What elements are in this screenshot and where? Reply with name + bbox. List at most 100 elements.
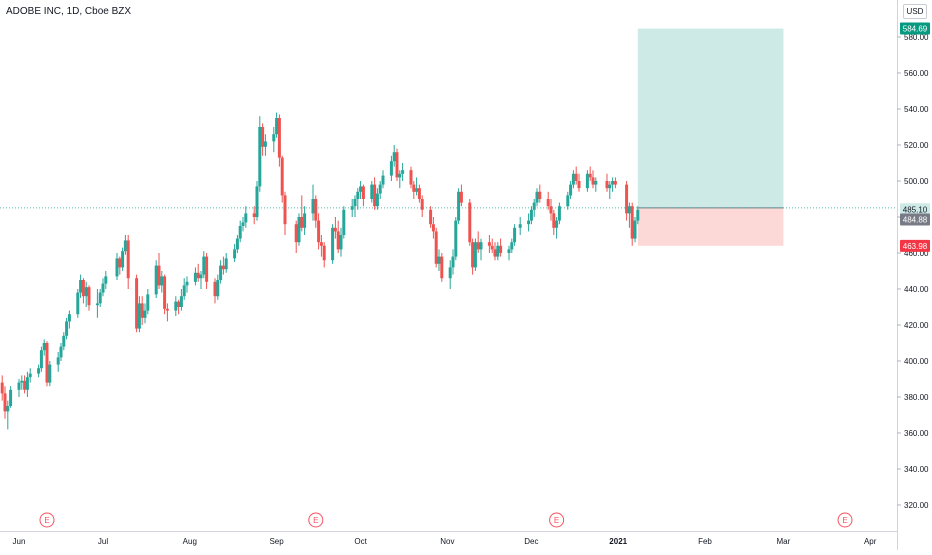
candle xyxy=(9,386,13,408)
candle xyxy=(636,206,640,225)
candle xyxy=(585,170,589,192)
candle-body xyxy=(493,249,497,257)
candle xyxy=(179,289,183,311)
earnings-icon xyxy=(39,512,55,528)
candle-body xyxy=(163,276,167,309)
candle-body xyxy=(437,256,441,264)
candle-body xyxy=(532,202,536,210)
candle-body xyxy=(496,245,500,257)
candle-body xyxy=(471,242,475,268)
candle-body xyxy=(476,242,480,250)
time-tick-label: Apr xyxy=(864,537,877,546)
entry-badge-label: 485.10 xyxy=(903,205,928,214)
candle-body xyxy=(401,170,405,174)
candle-body xyxy=(300,217,304,228)
candle-body xyxy=(199,274,203,279)
candle xyxy=(359,181,363,199)
time-tick-label: Mar xyxy=(777,537,791,546)
target-badge: 584.69 xyxy=(900,22,930,35)
candle-body xyxy=(594,181,598,185)
candle-body xyxy=(81,280,85,297)
candle xyxy=(277,114,281,167)
candle xyxy=(17,379,21,397)
candle xyxy=(373,177,377,210)
candle xyxy=(331,224,335,264)
candle xyxy=(261,123,265,156)
candle xyxy=(98,289,102,307)
candle-body xyxy=(84,287,88,297)
candle xyxy=(317,213,321,250)
time-tick-label: Nov xyxy=(440,537,454,546)
candle-body xyxy=(135,278,139,329)
candle xyxy=(342,206,346,239)
candle xyxy=(45,341,49,387)
candle xyxy=(448,260,452,289)
earnings-icon xyxy=(549,512,565,528)
entry-badge-bg xyxy=(900,203,930,216)
candle xyxy=(513,224,517,246)
candle xyxy=(532,199,536,217)
candle-body xyxy=(577,181,581,189)
candle xyxy=(244,206,248,228)
candle xyxy=(319,235,323,257)
candle xyxy=(76,289,80,318)
candle-body xyxy=(238,226,242,239)
candle xyxy=(398,170,402,189)
candle-body xyxy=(123,240,127,252)
candle xyxy=(401,163,405,181)
candle xyxy=(437,249,441,271)
time-tick-label: Oct xyxy=(354,537,367,546)
candle xyxy=(471,238,475,275)
candle-body xyxy=(591,177,595,185)
candle xyxy=(241,217,245,232)
candle-body xyxy=(555,220,559,228)
candle xyxy=(20,375,24,390)
candle xyxy=(39,346,43,372)
candle-body xyxy=(451,256,455,268)
candle-body xyxy=(146,294,150,311)
candle xyxy=(412,181,416,199)
candle xyxy=(275,112,279,138)
candle-body xyxy=(549,206,553,214)
time-tick-label: Aug xyxy=(183,537,197,546)
price-tick-label: 320.00 xyxy=(904,501,929,510)
candle-body xyxy=(353,199,357,207)
candle-body xyxy=(538,191,542,199)
candle-body xyxy=(59,346,63,358)
candle xyxy=(28,368,32,383)
candle-body xyxy=(118,258,122,268)
candle-body xyxy=(42,343,46,351)
candle xyxy=(6,400,10,430)
candle-body xyxy=(633,220,637,239)
earnings-marker: E xyxy=(549,512,565,528)
candle xyxy=(476,231,480,253)
candle xyxy=(555,217,559,239)
candle-body xyxy=(294,224,298,243)
time-tick-label: Dec xyxy=(524,537,538,546)
currency-button[interactable]: USD xyxy=(903,4,927,19)
candle xyxy=(95,289,99,318)
candle-body xyxy=(140,303,144,318)
candle xyxy=(56,352,60,372)
candle xyxy=(496,242,500,261)
candle xyxy=(185,276,189,293)
time-tick-label: Jun xyxy=(13,537,26,546)
candles xyxy=(0,112,640,430)
candle xyxy=(224,253,228,273)
candle-body xyxy=(375,193,379,207)
candle-body xyxy=(395,152,399,178)
earnings-marker: E xyxy=(837,512,853,528)
candle-body xyxy=(529,209,533,221)
candle-body xyxy=(350,206,354,210)
candle xyxy=(409,166,413,189)
candle-body xyxy=(244,213,248,223)
candle-body xyxy=(336,231,340,250)
candle xyxy=(535,188,539,207)
candle xyxy=(23,375,27,394)
candle xyxy=(294,220,298,253)
candle xyxy=(588,166,592,181)
candle xyxy=(381,170,385,189)
candle-body xyxy=(331,227,335,261)
